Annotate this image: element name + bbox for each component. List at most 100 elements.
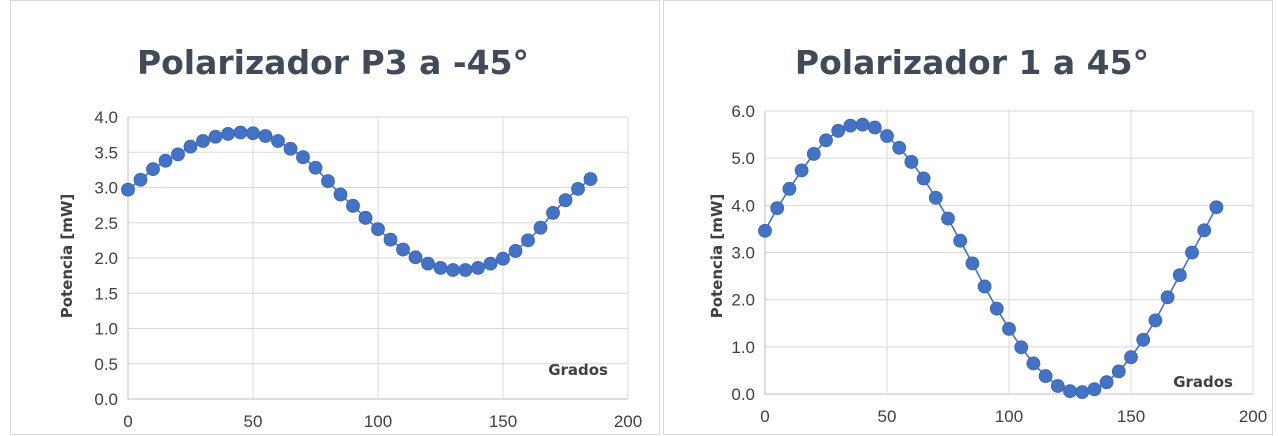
data-point bbox=[483, 256, 498, 271]
chart-title: Polarizador 1 a 45° bbox=[795, 43, 1149, 82]
data-point bbox=[208, 129, 223, 144]
x-tick-label: 100 bbox=[995, 407, 1023, 426]
y-tick-label: 0.0 bbox=[731, 385, 755, 404]
x-axis-label: Grados bbox=[1173, 373, 1233, 391]
x-tick-label: 0 bbox=[760, 407, 769, 426]
chart-svg-p3: Polarizador P3 a -45° 0.0 0.5 1.0 1.5 2.0 2.5… bbox=[58, 43, 642, 431]
data-point bbox=[446, 263, 460, 277]
data-point bbox=[1026, 356, 1041, 371]
data-point bbox=[346, 198, 360, 213]
y-tick-label: 1.5 bbox=[94, 284, 118, 303]
data-point bbox=[546, 205, 560, 220]
data-point bbox=[989, 301, 1004, 316]
data-point bbox=[246, 126, 260, 141]
data-point bbox=[1209, 200, 1224, 215]
y-tick-label: 4.0 bbox=[731, 196, 755, 215]
data-point bbox=[396, 242, 410, 257]
chart-panel-p1: Polarizador 1 a 45° 0.0 1.0 2.0 3.0 4.0 5.0 6.… bbox=[663, 0, 1273, 435]
x-tick-label: 150 bbox=[489, 412, 517, 431]
chart-svg-p1: Polarizador 1 a 45° 0.0 1.0 2.0 3.0 4.0 5.0 6.… bbox=[708, 43, 1267, 426]
data-point bbox=[928, 190, 943, 205]
data-point bbox=[1099, 375, 1114, 390]
data-point bbox=[221, 127, 235, 141]
y-tick-label: 1.0 bbox=[731, 338, 755, 357]
x-tick-label: 50 bbox=[878, 407, 897, 426]
data-point bbox=[794, 163, 809, 178]
data-point bbox=[271, 134, 285, 148]
data-point bbox=[296, 150, 310, 165]
data-point bbox=[880, 129, 894, 143]
data-point bbox=[904, 155, 919, 169]
data-point bbox=[283, 141, 298, 156]
data-point bbox=[458, 263, 473, 277]
data-point bbox=[371, 222, 385, 236]
data-point bbox=[496, 251, 510, 266]
data-point bbox=[1014, 340, 1029, 355]
series-line bbox=[764, 123, 1218, 393]
data-point bbox=[233, 125, 248, 140]
data-point bbox=[158, 153, 173, 168]
data-point bbox=[1197, 223, 1212, 238]
data-point bbox=[965, 256, 980, 271]
data-point bbox=[558, 193, 573, 208]
data-point bbox=[383, 232, 398, 247]
data-point bbox=[758, 223, 772, 238]
chart-panel-p3: Polarizador P3 a -45° 0.0 0.5 1.0 1.5 2.0 2.5… bbox=[10, 0, 660, 435]
y-axis-label: Potencia [mW] bbox=[708, 194, 726, 319]
data-point bbox=[1111, 364, 1126, 379]
data-point bbox=[782, 181, 797, 196]
data-point bbox=[1148, 313, 1163, 328]
y-tick-labels: 0.0 0.5 1.0 1.5 2.0 2.5 3.0 3.5 4.0 bbox=[94, 108, 118, 409]
gridlines bbox=[127, 116, 629, 400]
y-tick-label: 1.0 bbox=[94, 320, 118, 339]
y-tick-labels: 0.0 1.0 2.0 3.0 4.0 5.0 6.0 bbox=[731, 102, 755, 404]
data-point bbox=[333, 187, 348, 202]
y-tick-label: 4.0 bbox=[94, 108, 118, 127]
data-point bbox=[1160, 290, 1175, 305]
y-tick-label: 0.0 bbox=[94, 390, 118, 409]
chart-title: Polarizador P3 a -45° bbox=[137, 43, 529, 82]
data-point bbox=[1124, 350, 1138, 365]
data-point bbox=[953, 233, 968, 248]
data-point bbox=[916, 171, 931, 186]
y-tick-label: 2.0 bbox=[94, 249, 118, 268]
x-tick-label: 200 bbox=[1239, 407, 1267, 426]
data-point bbox=[819, 133, 833, 148]
data-point bbox=[1075, 385, 1090, 400]
data-point bbox=[571, 182, 585, 196]
y-tick-label: 2.0 bbox=[731, 291, 755, 310]
x-tick-label: 200 bbox=[614, 412, 642, 431]
y-tick-label: 3.5 bbox=[94, 143, 118, 162]
x-tick-label: 50 bbox=[244, 412, 263, 431]
data-point bbox=[421, 256, 435, 271]
data-point bbox=[508, 244, 523, 258]
data-point bbox=[1050, 379, 1065, 393]
data-point bbox=[855, 117, 870, 132]
data-point bbox=[831, 123, 846, 138]
data-series bbox=[758, 117, 1224, 400]
y-tick-label: 6.0 bbox=[731, 102, 755, 121]
data-point bbox=[1002, 322, 1016, 336]
data-point bbox=[308, 160, 323, 175]
data-point bbox=[433, 260, 448, 275]
data-point bbox=[1087, 382, 1102, 397]
data-point bbox=[133, 172, 148, 187]
data-point bbox=[471, 260, 485, 275]
data-point bbox=[770, 201, 785, 216]
data-series bbox=[121, 125, 598, 277]
data-point bbox=[196, 134, 210, 148]
x-axis-label: Grados bbox=[548, 361, 608, 379]
data-point bbox=[183, 139, 198, 154]
data-point bbox=[321, 174, 335, 189]
data-point bbox=[171, 147, 185, 162]
y-axis-label: Potencia [mW] bbox=[58, 194, 76, 319]
data-point bbox=[146, 162, 160, 177]
data-point bbox=[1063, 384, 1077, 399]
data-point bbox=[533, 220, 548, 235]
x-tick-label: 0 bbox=[123, 412, 132, 431]
data-point bbox=[358, 210, 373, 225]
y-tick-label: 2.5 bbox=[94, 214, 118, 233]
data-point bbox=[941, 211, 955, 226]
data-point bbox=[806, 147, 821, 161]
data-point bbox=[121, 182, 135, 197]
